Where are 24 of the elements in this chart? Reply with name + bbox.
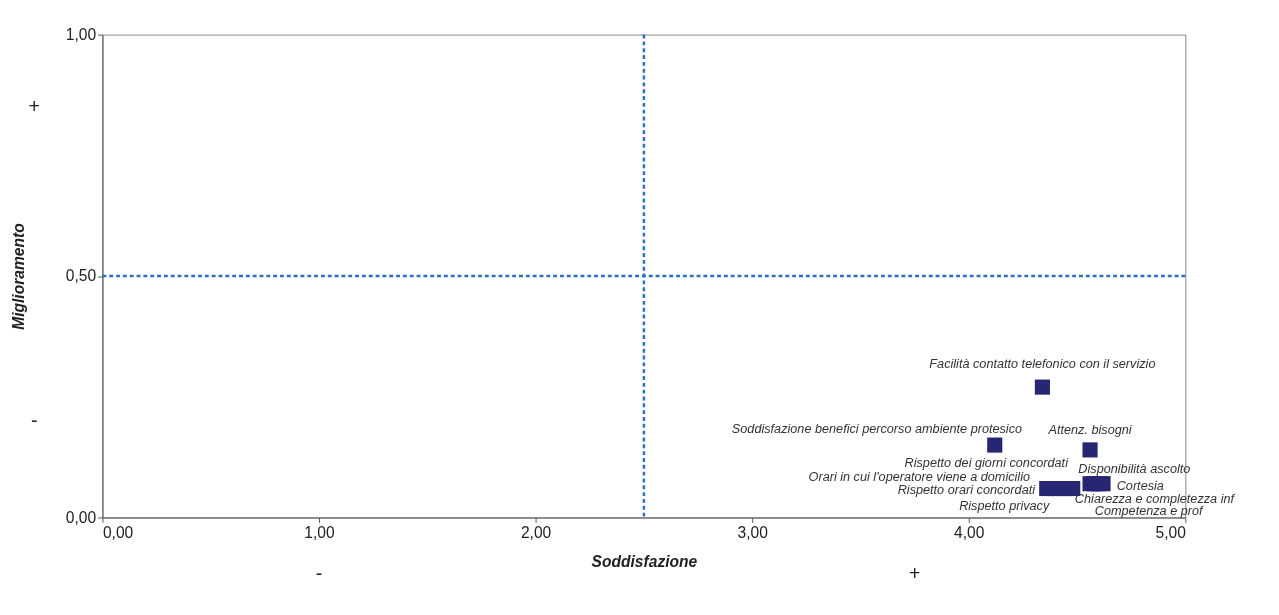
y-tick-label: 1,00	[65, 25, 97, 43]
x-tick-label: 2,00	[520, 523, 552, 541]
data-label: Rispetto dei giorni concordati	[904, 456, 1070, 471]
y-axis-title: Miglioramento	[9, 222, 27, 330]
x-tick-label: 0,00	[102, 523, 134, 541]
data-label: Soddisfazione benefici percorso ambiente protesico	[731, 422, 1023, 437]
text: +	[28, 94, 40, 117]
data-label: Attenz. bisogni	[1047, 423, 1133, 438]
x-tick-label: 1,00	[304, 523, 335, 541]
x-tick-label: 5,00	[1155, 523, 1187, 541]
text: +	[908, 561, 921, 584]
x-tick-label: 3,00	[737, 523, 769, 541]
data-label: Disponibilità ascolto	[1078, 461, 1191, 476]
text: -	[30, 408, 38, 431]
data-label: Rispetto privacy	[959, 499, 1050, 513]
data-label: Cortesia	[1116, 478, 1164, 493]
data-label: Orari in cui l'operatore viene a domicilio	[808, 469, 1031, 484]
x-tick-label: 4,00	[954, 523, 985, 541]
y-tick-label: 0,50	[65, 267, 97, 285]
text: -	[315, 561, 323, 584]
data-label: Facilità contatto telefonico con il servizio	[929, 356, 1156, 371]
x-axis-title: Soddisfazione	[591, 552, 698, 570]
data-label: Rispetto orari concordati	[897, 483, 1037, 498]
y-tick-label: 0,00	[65, 508, 97, 526]
